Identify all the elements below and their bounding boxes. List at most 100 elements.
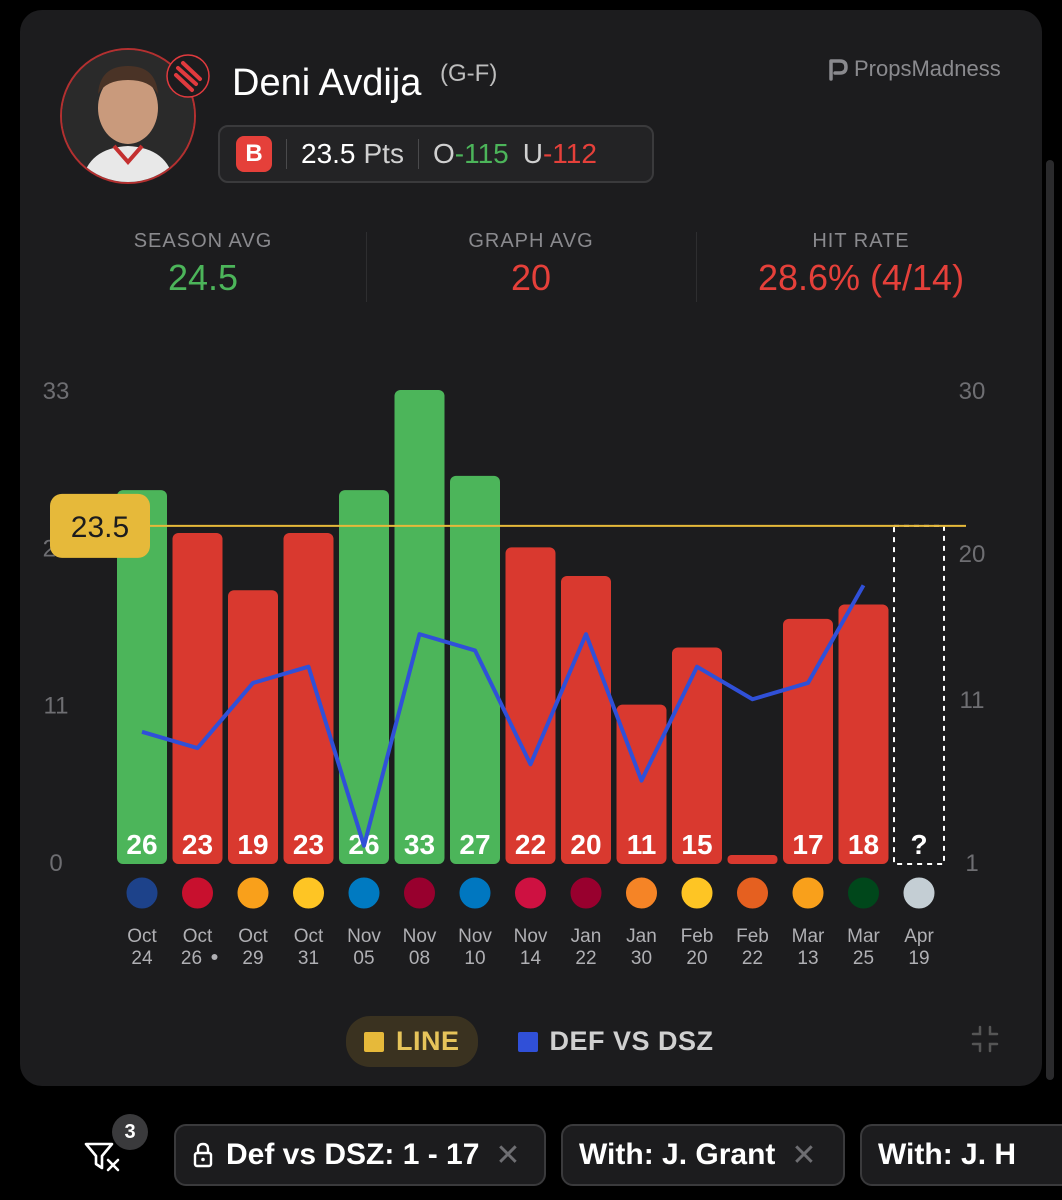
bar[interactable] — [339, 490, 389, 864]
def-swatch-icon — [517, 1031, 538, 1052]
bar[interactable] — [727, 855, 778, 864]
game-date-day: 14 — [520, 948, 542, 969]
filter-chip-label: Def vs DSZ: 1 - 17 — [226, 1138, 480, 1171]
game-date-day: 22 — [742, 948, 763, 969]
team-okc-logo-icon — [347, 876, 381, 910]
bar-value-label: 15 — [681, 829, 712, 860]
home-game-dot — [211, 954, 218, 960]
team-hou-logo-icon — [514, 876, 547, 910]
hit-rate-label: HIT RATE — [812, 230, 910, 252]
team-uta-logo-icon — [236, 876, 270, 910]
brand-name: PropsMadness — [854, 56, 1001, 81]
prop-line-label: 23.5 — [71, 511, 129, 544]
close-icon[interactable]: ✕ — [791, 1138, 817, 1172]
graph-avg-value: 20 — [510, 257, 552, 298]
team-orl-logo-icon — [458, 876, 492, 910]
filter-chip-with-h[interactable]: With: J. H — [860, 1124, 1062, 1186]
game-date-day: 10 — [464, 948, 485, 969]
filter-chip-with-grant[interactable]: With: J. Grant ✕ — [561, 1124, 845, 1186]
chart-legend: LINE DEF VS DSZ — [346, 1016, 714, 1067]
legend-def-toggle[interactable]: DEF VS DSZ — [517, 1026, 714, 1057]
bar[interactable] — [505, 547, 556, 864]
filter-clear-icon[interactable] — [80, 1134, 124, 1178]
game-date-month: Jan — [626, 926, 657, 947]
stats-row: SEASON AVG 24.5 GRAPH AVG 20 HIT RATE 28… — [20, 230, 1042, 310]
pill-divider — [417, 139, 419, 169]
game-date-month: Apr — [904, 926, 934, 947]
player-position: (G-F) — [440, 60, 498, 87]
bar[interactable] — [172, 533, 223, 864]
bar[interactable] — [283, 533, 334, 864]
game-date-day: 29 — [242, 948, 263, 969]
bar[interactable] — [394, 390, 445, 864]
y-left-tick-label: 11 — [44, 693, 69, 720]
bar-value-label: 26 — [126, 829, 157, 860]
team-mia-logo-icon — [569, 876, 603, 910]
line-swatch-icon — [364, 1031, 384, 1052]
season-avg-label: SEASON AVG — [133, 230, 273, 252]
upcoming-game-bar[interactable] — [893, 524, 945, 865]
filter-chip-label: With: J. Grant — [579, 1138, 776, 1171]
close-icon[interactable]: ✕ — [495, 1138, 521, 1172]
bar-value-label: 20 — [570, 829, 601, 860]
game-date-day: 22 — [575, 948, 596, 969]
game-date-month: Nov — [458, 926, 492, 947]
scrollbar[interactable] — [1046, 160, 1054, 1080]
bar-value-label: 17 — [792, 829, 823, 860]
game-date-month: Nov — [347, 926, 381, 947]
bar-value-label: ? — [910, 829, 927, 860]
team-gsw-logo-icon — [125, 876, 159, 910]
collapse-icon[interactable] — [970, 1024, 1000, 1054]
game-date-day: 08 — [409, 948, 430, 969]
bar-value-label: 27 — [459, 829, 490, 860]
game-date-month: Oct — [183, 926, 213, 947]
bar-value-label: 11 — [627, 829, 657, 860]
filter-chip-def-vs-dsz[interactable]: Def vs DSZ: 1 - 17 ✕ — [174, 1124, 546, 1186]
stat-divider — [366, 232, 367, 302]
bar[interactable] — [672, 647, 722, 864]
game-date-day: 30 — [631, 948, 652, 969]
over-label: O — [432, 138, 455, 169]
game-date-day: 20 — [686, 948, 707, 969]
filter-chip-label: With: J. H — [878, 1138, 1017, 1171]
game-date-month: Oct — [238, 926, 268, 947]
bar[interactable] — [228, 590, 278, 864]
bar[interactable] — [117, 490, 167, 864]
team-nyk-logo-icon — [625, 876, 658, 910]
hit-rate-value: 28.6% (4/14) — [757, 257, 965, 298]
bar[interactable] — [561, 575, 611, 864]
season-avg-stat: SEASON AVG 24.5 — [38, 230, 368, 299]
game-date-month: Nov — [403, 926, 437, 947]
team-den-logo-icon — [680, 876, 714, 910]
under-label: U — [522, 138, 543, 169]
team-uta-logo-icon — [791, 876, 825, 910]
player-name: Deni Avdija — [232, 62, 422, 104]
graph-avg-label: GRAPH AVG — [468, 230, 594, 252]
y-right-tick-label: 1 — [965, 850, 978, 877]
season-avg-value: 24.5 — [167, 257, 239, 298]
y-left-tick-label: 0 — [49, 850, 62, 877]
y-right-tick-label: 20 — [959, 541, 986, 568]
prop-line-unit: Pts — [363, 138, 404, 169]
game-date-day: 19 — [908, 948, 929, 969]
game-date-day: 25 — [853, 948, 874, 969]
prop-line-label-badge — [50, 493, 150, 558]
bar[interactable] — [838, 604, 889, 864]
bar-value-label: 19 — [237, 829, 268, 860]
points-bar-chart: 3322110302011126231923263327222011151718… — [43, 378, 986, 969]
brand-logo: PropsMadness — [828, 56, 1001, 82]
player-prop-card: Deni Avdija (G-F) PropsMadness B 23.5 Pt… — [20, 10, 1042, 1086]
game-date-month: Oct — [294, 926, 324, 947]
game-date-month: Oct — [127, 926, 157, 947]
prop-line-pill[interactable]: B 23.5 Pts O -115 U -112 — [218, 125, 654, 183]
stat-divider — [696, 232, 697, 302]
legend-line-toggle[interactable]: LINE — [346, 1016, 478, 1067]
bar-value-label: 22 — [515, 829, 546, 860]
team-den-logo-icon — [292, 876, 325, 910]
bar[interactable] — [783, 618, 833, 864]
game-date-day: 13 — [797, 948, 818, 969]
bar[interactable] — [450, 475, 500, 864]
team-phx-logo-icon — [736, 876, 769, 910]
game-date-month: Feb — [736, 926, 769, 947]
team-lac-logo-icon — [181, 876, 214, 910]
